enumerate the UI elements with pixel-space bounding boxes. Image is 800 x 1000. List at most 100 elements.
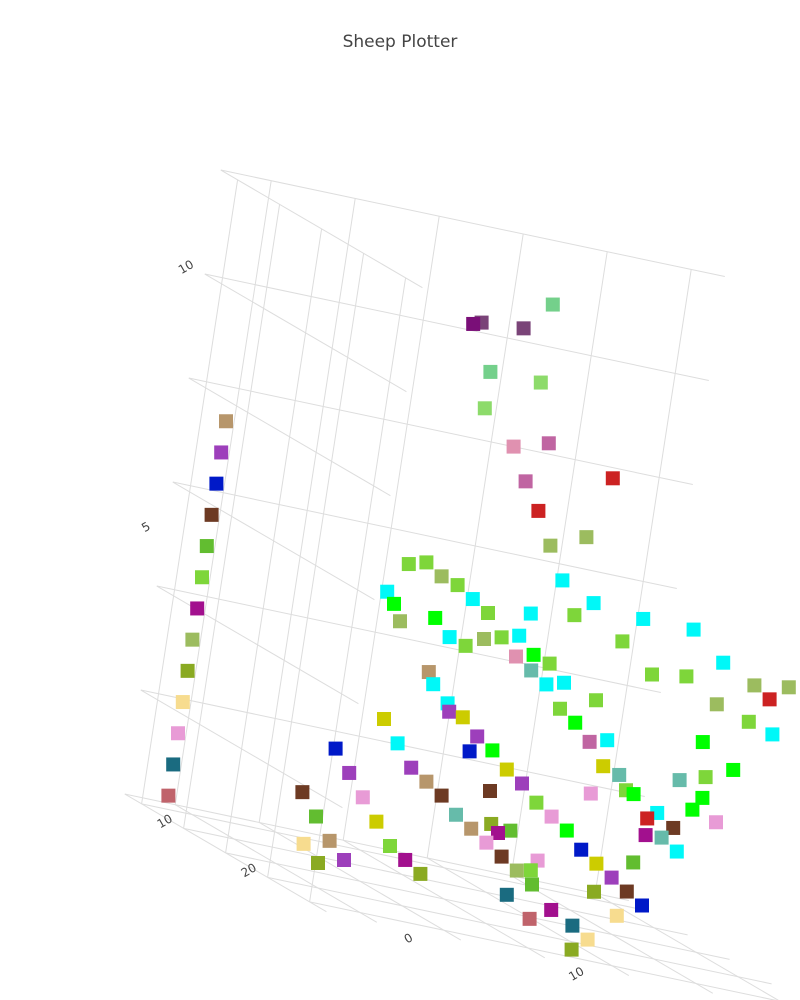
data-point [666, 820, 681, 835]
data-point [185, 632, 200, 647]
data-point [564, 942, 579, 957]
data-point [529, 795, 544, 810]
grid-line-z-back [124, 793, 629, 902]
data-point [781, 680, 796, 695]
data-point [401, 557, 416, 572]
data-point [672, 773, 687, 788]
data-point [161, 788, 176, 803]
data-point [342, 765, 357, 780]
data-point [465, 592, 480, 607]
data-point [421, 665, 436, 680]
grid-line-z-side [124, 793, 327, 913]
data-point [175, 695, 190, 710]
data-point [322, 833, 337, 848]
data-point [526, 647, 541, 662]
data-point [171, 726, 185, 741]
data-point [686, 622, 701, 637]
data-point [491, 826, 505, 840]
data-point [587, 884, 601, 899]
data-point [466, 316, 481, 331]
z-tick-label: 5 [139, 519, 153, 535]
data-point [383, 839, 397, 853]
data-point [635, 898, 649, 913]
data-point [506, 439, 521, 454]
data-point [428, 610, 443, 625]
data-point [612, 767, 627, 782]
grid-line-z-back [156, 585, 661, 694]
data-point [726, 762, 741, 777]
data-point [509, 649, 523, 664]
data-point [619, 884, 634, 899]
data-point [539, 677, 554, 692]
data-point [544, 902, 559, 917]
data-point [209, 476, 224, 491]
grid-line-z-back [172, 481, 677, 590]
data-point [557, 675, 571, 690]
data-point [609, 908, 624, 923]
data-point [543, 538, 558, 553]
data-point [542, 656, 557, 671]
grid-line-y-floor [267, 876, 772, 985]
data-point [296, 836, 311, 851]
data-point [328, 741, 343, 756]
data-point [531, 503, 546, 518]
y-tick-label: 20 [239, 860, 259, 880]
data-point [541, 436, 556, 451]
data-point [180, 663, 195, 678]
data-point [579, 530, 594, 545]
data-point [626, 787, 641, 802]
data-point [214, 445, 229, 460]
data-point [494, 849, 509, 864]
data-point [553, 701, 567, 716]
data-point [586, 596, 601, 611]
data-point [669, 844, 684, 859]
data-point [589, 856, 604, 871]
chart-title: Sheep Plotter [342, 32, 458, 52]
data-points [161, 297, 796, 957]
data-point [190, 601, 205, 616]
grid-line-z-back [188, 377, 693, 486]
data-point [166, 757, 181, 772]
data-point [524, 663, 539, 678]
data-point [583, 786, 598, 801]
data-point [555, 573, 570, 588]
data-point [765, 727, 780, 742]
data-point [559, 823, 574, 838]
axis-ticks: 010201020510 [139, 257, 754, 1000]
grid-line-z-side [188, 377, 391, 497]
data-point [380, 584, 395, 599]
data-point [355, 790, 370, 805]
data-point [604, 870, 619, 885]
data-point [295, 785, 310, 800]
data-point [387, 596, 401, 611]
data-point [525, 877, 539, 892]
data-point [470, 729, 485, 744]
data-point [195, 570, 209, 585]
data-point [600, 733, 615, 748]
data-point [544, 809, 559, 824]
y-tick-label: 10 [155, 811, 175, 831]
data-point [499, 887, 514, 902]
data-point [589, 693, 603, 708]
data-point [483, 784, 497, 798]
data-point [654, 830, 669, 845]
data-point [442, 630, 457, 645]
data-point [645, 667, 659, 682]
data-point [522, 911, 537, 926]
data-point [442, 704, 457, 719]
grid-line-z-back [204, 273, 709, 382]
data-point [615, 634, 630, 649]
data-point [523, 606, 538, 621]
data-point [398, 852, 413, 867]
data-point [483, 364, 498, 379]
data-point [477, 401, 492, 416]
data-point [515, 776, 529, 791]
data-point [533, 375, 548, 390]
data-point [695, 790, 710, 805]
data-point [709, 697, 724, 712]
data-point [503, 823, 518, 838]
data-point [393, 614, 407, 629]
data-point [698, 770, 713, 785]
data-point [568, 715, 583, 730]
